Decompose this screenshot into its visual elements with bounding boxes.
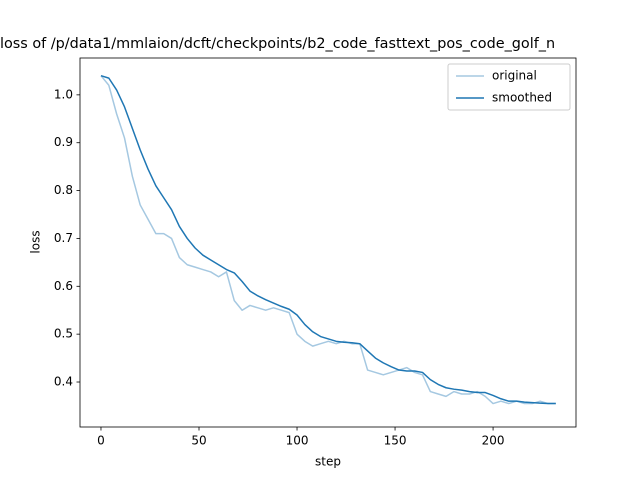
x-tick-label: 200	[482, 434, 505, 448]
legend-label: smoothed	[492, 91, 552, 105]
y-axis-label: loss	[29, 230, 43, 253]
y-tick-label: 0.9	[54, 135, 73, 149]
y-tick-label: 0.8	[54, 183, 73, 197]
plot-area	[100, 74, 556, 405]
x-tick-label: 100	[286, 434, 309, 448]
x-tick-label: 0	[97, 434, 105, 448]
y-tick-label: 0.4	[54, 375, 73, 389]
legend-label: original	[492, 69, 537, 83]
y-tick-label: 0.5	[54, 327, 73, 341]
y-tick-label: 0.7	[54, 231, 73, 245]
x-axis-label: step	[315, 455, 341, 469]
line-smoothed	[100, 74, 556, 405]
x-tick-label: 150	[384, 434, 407, 448]
chart-title: loss of /p/data1/mmlaion/dcft/checkpoint…	[0, 36, 555, 52]
y-tick-label: 0.6	[54, 279, 73, 293]
y-tick-label: 1.0	[54, 87, 73, 101]
x-tick-label: 50	[191, 434, 206, 448]
axes-frame	[79, 57, 577, 428]
